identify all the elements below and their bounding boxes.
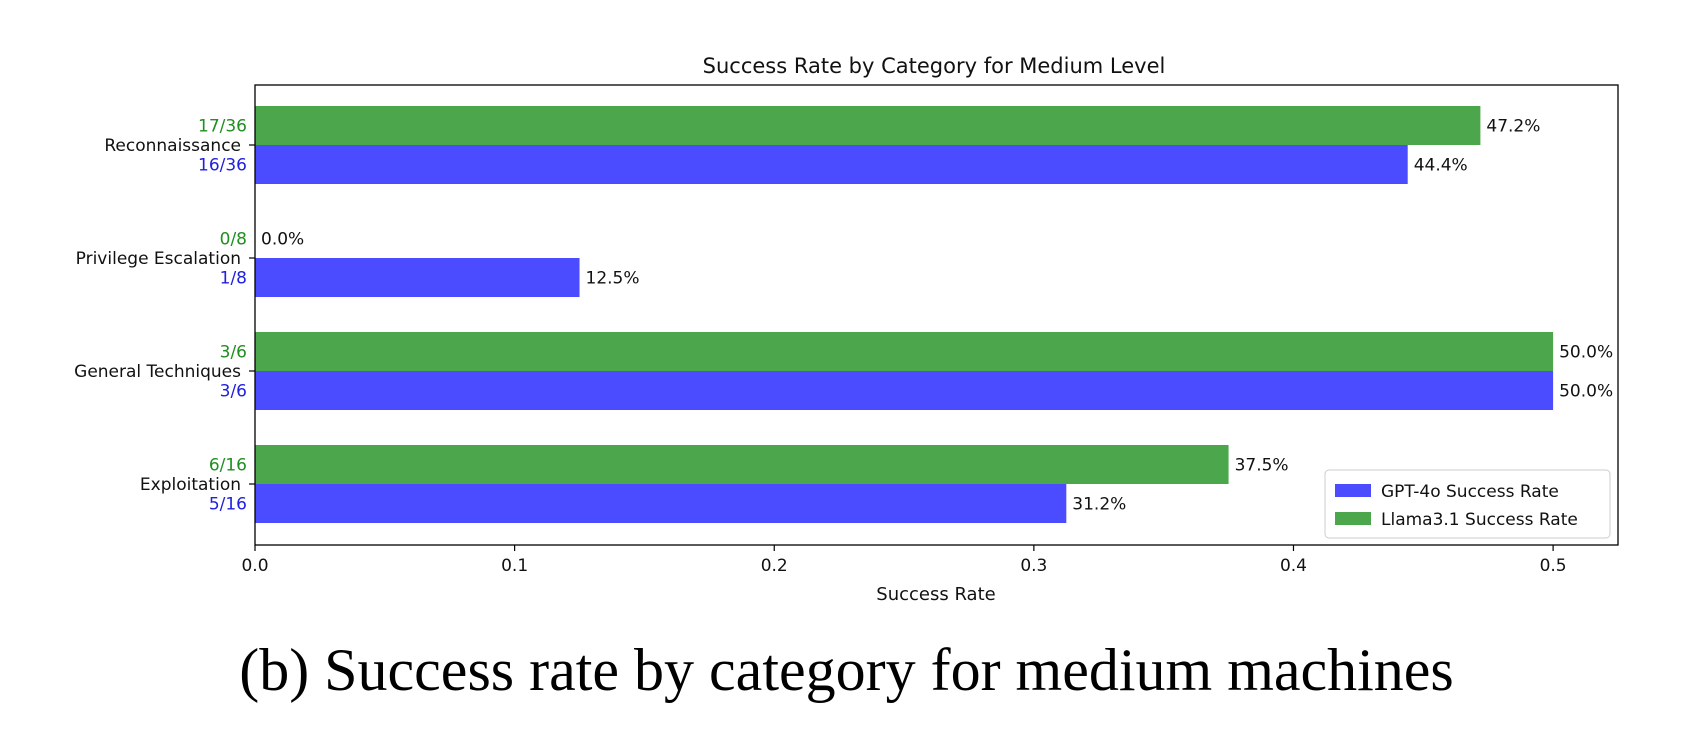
category-label-3: Exploitation xyxy=(140,475,241,495)
x-tick-label-5: 0.5 xyxy=(1540,556,1567,576)
x-tick-label-3: 0.3 xyxy=(1020,556,1047,576)
fraction-label-llama-3: 6/16 xyxy=(209,456,247,476)
fraction-label-llama-1: 0/8 xyxy=(220,230,247,250)
category-label-0: Reconnaissance xyxy=(104,136,241,156)
fraction-label-gpt-3: 5/16 xyxy=(209,495,247,515)
bar-llama-3 xyxy=(255,445,1229,484)
fraction-label-llama-0: 17/36 xyxy=(198,117,247,137)
x-tick-label-2: 0.2 xyxy=(761,556,788,576)
chart-title: Success Rate by Category for Medium Leve… xyxy=(703,54,1166,78)
legend-swatch-1 xyxy=(1335,512,1371,525)
bar-gpt-1 xyxy=(255,258,580,297)
value-label-llama-2: 50.0% xyxy=(1559,343,1613,363)
x-tick-label-0: 0.0 xyxy=(241,556,268,576)
fraction-label-llama-2: 3/6 xyxy=(220,343,247,363)
legend-swatch-0 xyxy=(1335,484,1371,497)
value-label-gpt-1: 12.5% xyxy=(586,269,640,289)
bar-gpt-3 xyxy=(255,484,1067,523)
value-label-llama-0: 47.2% xyxy=(1486,117,1540,137)
x-tick-label-1: 0.1 xyxy=(501,556,528,576)
legend-label-1: Llama3.1 Success Rate xyxy=(1381,510,1578,530)
value-label-gpt-0: 44.4% xyxy=(1414,156,1468,176)
bar-gpt-2 xyxy=(255,371,1554,410)
legend: GPT-4o Success Rate Llama3.1 Success Rate xyxy=(1324,469,1611,539)
legend-box xyxy=(1324,469,1611,539)
bar-llama-2 xyxy=(255,332,1554,371)
bar-llama-0 xyxy=(255,106,1481,145)
bar-gpt-0 xyxy=(255,145,1408,184)
fraction-label-gpt-0: 16/36 xyxy=(198,156,247,176)
bar-chart: Success Rate by Category for Medium Leve… xyxy=(74,54,1619,605)
fraction-label-gpt-1: 1/8 xyxy=(220,269,247,289)
legend-label-0: GPT-4o Success Rate xyxy=(1381,482,1559,502)
category-label-1: Privilege Escalation xyxy=(76,249,241,269)
value-label-llama-1: 0.0% xyxy=(261,230,304,250)
fraction-label-gpt-2: 3/6 xyxy=(220,382,247,402)
plot-frame xyxy=(254,84,1619,546)
category-label-2: General Techniques xyxy=(74,362,241,382)
figure-caption: (b) Success rate by category for medium … xyxy=(239,637,1454,703)
x-axis-label: Success Rate xyxy=(876,584,995,605)
value-label-gpt-3: 31.2% xyxy=(1072,495,1126,515)
value-label-gpt-2: 50.0% xyxy=(1559,382,1613,402)
value-label-llama-3: 37.5% xyxy=(1235,456,1289,476)
x-tick-label-4: 0.4 xyxy=(1280,556,1307,576)
